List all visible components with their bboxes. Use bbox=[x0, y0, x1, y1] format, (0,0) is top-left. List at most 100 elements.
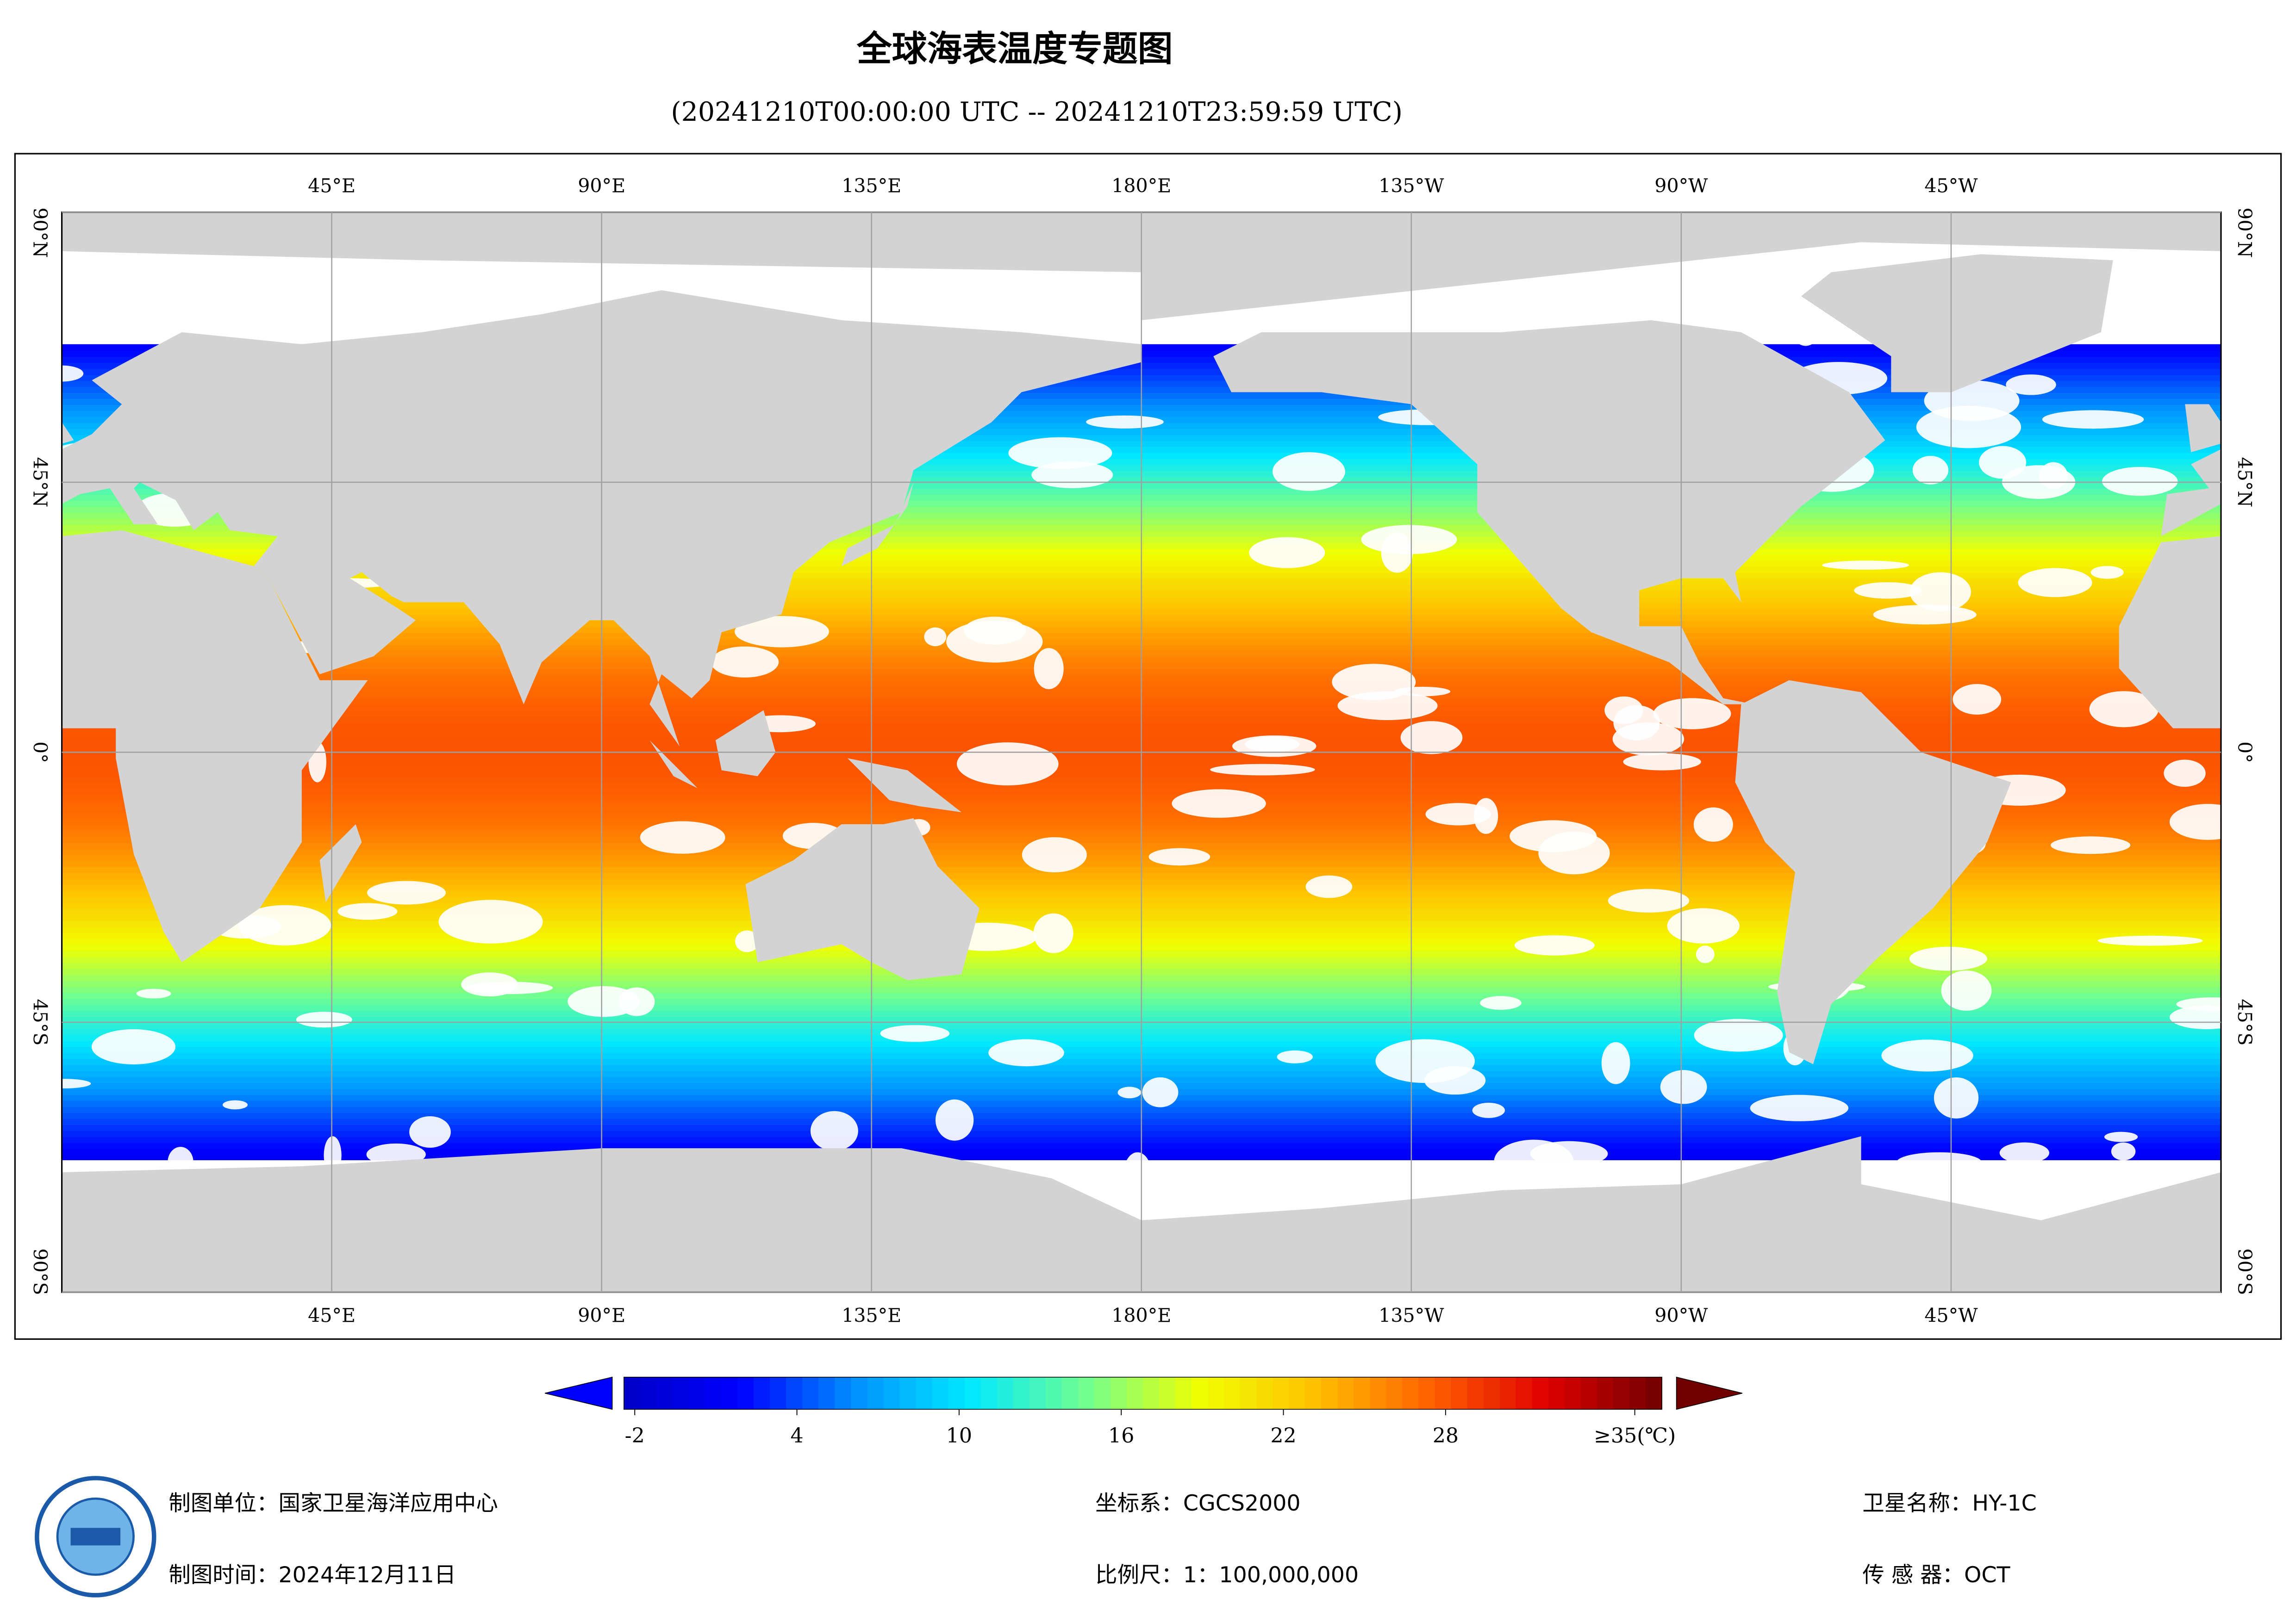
colorbar-cell bbox=[1175, 1377, 1192, 1410]
cloud-gap bbox=[735, 930, 759, 952]
colorbar-cell bbox=[1645, 1377, 1662, 1410]
colorbar-cell bbox=[1418, 1377, 1435, 1410]
colorbar-cell bbox=[948, 1377, 965, 1410]
colorbar-cell bbox=[1321, 1377, 1338, 1410]
lon-label-top: 90°W bbox=[1654, 174, 1708, 197]
lat-label-left: 45°S bbox=[29, 999, 51, 1045]
cloud-gap bbox=[337, 903, 398, 920]
lon-label-top: 135°W bbox=[1379, 174, 1444, 197]
colorbar-cell bbox=[672, 1377, 689, 1410]
cloud-gap bbox=[1249, 537, 1325, 568]
lon-label-top: 180°E bbox=[1111, 174, 1171, 197]
lat-label-left: 45°N bbox=[29, 457, 51, 508]
colorbar-cell bbox=[1305, 1377, 1322, 1410]
cloud-gap bbox=[91, 1029, 176, 1065]
lat-label-right: 90°S bbox=[2234, 1249, 2256, 1295]
colorbar-cell bbox=[1208, 1377, 1225, 1410]
colorbar-cell bbox=[1110, 1377, 1127, 1410]
land bbox=[847, 758, 962, 813]
lon-label-top: 45°W bbox=[1924, 174, 1978, 197]
cloud-gap bbox=[2111, 1142, 2136, 1161]
colorbar-cell bbox=[1548, 1377, 1565, 1410]
colorbar-tick-label: 10 bbox=[946, 1424, 972, 1448]
cloud-gap bbox=[1873, 605, 1977, 625]
colorbar-cell bbox=[1273, 1377, 1290, 1410]
land bbox=[1735, 680, 2011, 1064]
cloud-gap bbox=[946, 620, 1043, 663]
colorbar-tick-label: 28 bbox=[1433, 1424, 1459, 1448]
colorbar-cell bbox=[1078, 1377, 1095, 1410]
cloud-gap bbox=[735, 616, 829, 647]
cloud-gap bbox=[1604, 696, 1643, 724]
land bbox=[841, 482, 914, 566]
land bbox=[745, 818, 980, 981]
cloud-gap bbox=[640, 821, 725, 854]
cloud-gap bbox=[2006, 374, 2056, 395]
title: 全球海表温度专题图 bbox=[856, 29, 1173, 69]
footer-scale: 比例尺：1：100,000,000 bbox=[1095, 1562, 1359, 1588]
cloud-gap bbox=[2170, 1005, 2221, 1029]
cloud-gap bbox=[1381, 533, 1413, 573]
cloud-gap bbox=[568, 986, 640, 1017]
footer-date: 制图时间：2024年12月11日 bbox=[168, 1562, 456, 1588]
lat-label-left: 90°N bbox=[29, 207, 51, 258]
land bbox=[715, 710, 776, 777]
cloud-gap bbox=[1148, 848, 1210, 866]
cloud-gap bbox=[62, 1079, 91, 1088]
cloud-gap bbox=[136, 989, 171, 999]
colorbar-cell bbox=[1629, 1377, 1646, 1410]
land bbox=[1801, 254, 2113, 392]
colorbar-cell bbox=[997, 1377, 1014, 1410]
colorbar-cell bbox=[1451, 1377, 1468, 1410]
land bbox=[62, 422, 74, 444]
colorbar-cell bbox=[1467, 1377, 1484, 1410]
lon-label-bottom: 45°E bbox=[308, 1305, 356, 1327]
cloud-gap bbox=[2018, 568, 2092, 597]
cloud-gap bbox=[2097, 935, 2203, 946]
colorbar-tick-label: 4 bbox=[790, 1424, 803, 1448]
colorbar-cell bbox=[721, 1377, 738, 1410]
colorbar-cell bbox=[1337, 1377, 1354, 1410]
colorbar-arrow-high bbox=[1676, 1376, 1743, 1410]
lon-label-bottom: 45°W bbox=[1924, 1305, 1978, 1327]
cloud-gap bbox=[1514, 935, 1595, 956]
lon-label-top: 90°E bbox=[578, 174, 625, 197]
cloud-gap bbox=[924, 627, 947, 647]
colorbar-cell bbox=[883, 1377, 900, 1410]
cloud-gap bbox=[2164, 759, 2206, 787]
footer-sensor: 传 感 器：OCT bbox=[1862, 1562, 2010, 1588]
colorbar-cell bbox=[1370, 1377, 1387, 1410]
lat-label-left: 0° bbox=[29, 741, 51, 763]
cloud-gap bbox=[1232, 735, 1316, 757]
colorbar-cell bbox=[689, 1377, 706, 1410]
footer-unit: 制图单位：国家卫星海洋应用中心 bbox=[168, 1491, 498, 1516]
colorbar-cell bbox=[1240, 1377, 1257, 1410]
lon-label-top: 135°E bbox=[842, 174, 901, 197]
land bbox=[62, 530, 368, 963]
cloud-gap bbox=[296, 1012, 352, 1028]
cloud-gap bbox=[438, 900, 543, 944]
cloud-gap bbox=[1854, 582, 1922, 599]
land bbox=[1213, 320, 1885, 704]
colorbar-cell bbox=[1402, 1377, 1419, 1410]
lon-label-bottom: 90°W bbox=[1654, 1305, 1708, 1327]
cloud-gap bbox=[367, 881, 446, 905]
cloud-gap bbox=[1694, 1019, 1783, 1052]
colorbar-cell bbox=[1289, 1377, 1306, 1410]
cloud-gap bbox=[1142, 1077, 1179, 1107]
colorbar-cell bbox=[980, 1377, 998, 1410]
colorbar-cell bbox=[1224, 1377, 1241, 1410]
colorbar-arrow-low bbox=[544, 1376, 613, 1410]
cloud-gap bbox=[1210, 764, 1315, 776]
colorbar-cell bbox=[899, 1377, 917, 1410]
cloud-gap bbox=[1909, 572, 1972, 612]
lat-label-right: 0° bbox=[2234, 741, 2256, 763]
cloud-gap bbox=[1394, 686, 1451, 696]
colorbar-cell bbox=[1061, 1377, 1079, 1410]
cloud-gap bbox=[1916, 405, 2021, 448]
cloud-gap bbox=[1912, 456, 1949, 485]
colorbar-cell bbox=[1126, 1377, 1143, 1410]
colorbar-cell bbox=[656, 1377, 673, 1410]
cloud-gap bbox=[2050, 836, 2131, 854]
